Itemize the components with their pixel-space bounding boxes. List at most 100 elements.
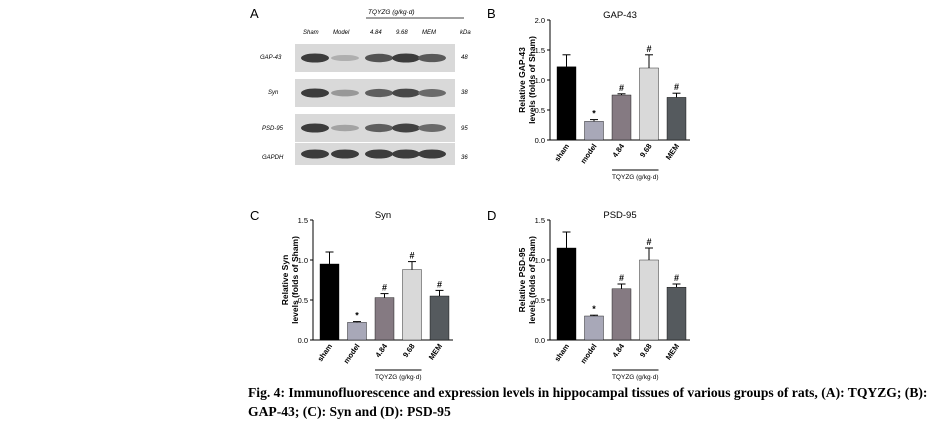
- x-tick-label: 4.84: [610, 341, 626, 359]
- bar: [666, 97, 687, 141]
- significance-mark: #: [646, 44, 651, 54]
- y-tick-label: 0.5: [298, 296, 308, 305]
- blot-row-label: PSD-95: [262, 126, 284, 132]
- y-tick-label: 0.5: [535, 296, 545, 305]
- y-axis-label: Relative Synlevels (folds of Sham): [280, 236, 300, 324]
- y-axis-label-line: levels (folds of Sham): [527, 236, 537, 324]
- bar: [611, 288, 632, 341]
- blot-band: [331, 149, 359, 159]
- significance-mark: #: [619, 83, 624, 93]
- y-axis-label: Relative GAP-43levels (folds of Sham): [517, 36, 537, 124]
- bar: [556, 66, 577, 141]
- chart-title: Syn: [375, 210, 391, 221]
- blot-row-label: GAP-43: [260, 55, 282, 61]
- x-tick-label: model: [579, 342, 599, 365]
- bar: [556, 247, 577, 341]
- y-tick-label: 1.5: [535, 46, 545, 55]
- blot-band: [365, 88, 393, 98]
- significance-mark: #: [619, 273, 624, 283]
- x-tick-label: 4.84: [610, 141, 626, 159]
- blot-band: [392, 53, 420, 63]
- chart-gap43: GAP-43 0.0 0.5 1.0 1.5 2.0 Relative GAP-43leve…: [517, 10, 690, 181]
- panel-b-letter: B: [487, 6, 496, 21]
- blot-band: [301, 88, 329, 98]
- significance-mark: #: [674, 273, 679, 283]
- group-label: TQYZG (g/kg·d): [375, 374, 422, 381]
- y-axis-label-line: Relative GAP-43: [517, 47, 527, 113]
- y-axis-label-line: Relative Syn: [280, 255, 290, 306]
- blot-band: [365, 149, 393, 159]
- y-tick-label: 2.0: [535, 16, 545, 25]
- bar: [319, 263, 340, 341]
- blot-band: [301, 149, 329, 159]
- significance-mark: *: [592, 109, 596, 119]
- blot-row-label: GAPDH: [262, 155, 284, 161]
- blot-band: [365, 123, 393, 133]
- y-tick-label: 1.0: [535, 76, 545, 85]
- panel-c-letter: C: [250, 208, 260, 223]
- chart-title: GAP-43: [603, 10, 637, 21]
- panel-d-letter: D: [487, 208, 497, 223]
- chart-psd95: PSD-95 0.0 0.5 1.0 1.5 Relative PSD-95levels …: [517, 210, 690, 381]
- lane-label-sham: Sham: [303, 30, 319, 36]
- bar: [429, 295, 450, 341]
- panel-a-letter: A: [250, 6, 259, 21]
- bar: [611, 94, 632, 141]
- blot-band: [331, 54, 359, 62]
- y-tick-label: 1.5: [535, 216, 545, 225]
- bar: [584, 315, 604, 341]
- bar: [584, 121, 604, 141]
- blot-band: [392, 123, 420, 133]
- x-tick-label: 9.68: [638, 342, 654, 359]
- blot-band: [418, 149, 446, 159]
- lane-label-model: Model: [333, 30, 350, 36]
- blot-band: [365, 53, 393, 63]
- significance-mark: *: [592, 304, 596, 314]
- kda-value: 38: [461, 90, 468, 96]
- bar: [347, 322, 367, 341]
- y-tick-label: 0.0: [298, 336, 308, 345]
- x-tick-label: MEM: [664, 342, 681, 361]
- y-axis-label-line: levels (folds of Sham): [527, 36, 537, 124]
- x-tick-label: 9.68: [401, 342, 417, 359]
- blot-group-line: [366, 17, 464, 19]
- kda-value: 95: [461, 126, 468, 132]
- y-tick-label: 1.5: [298, 216, 308, 225]
- chart-syn: Syn 0.0 0.5 1.0 1.5 Relative Synlevels (folds…: [280, 210, 453, 381]
- y-axis-label-line: Relative PSD-95: [517, 247, 527, 312]
- kda-value: 48: [461, 55, 468, 61]
- significance-mark: #: [409, 251, 414, 261]
- blot-band: [418, 124, 446, 132]
- lane-label-mem: MEM: [422, 30, 436, 36]
- x-tick-label: sham: [553, 142, 572, 163]
- blot-band: [392, 149, 420, 159]
- lane-label-low: 4.84: [370, 30, 382, 36]
- x-tick-label: sham: [316, 342, 335, 363]
- group-label: TQYZG (g/kg·d): [612, 174, 659, 181]
- y-axis-label: Relative PSD-95levels (folds of Sham): [517, 236, 537, 324]
- x-tick-label: MEM: [427, 342, 444, 361]
- kda-header: kDa: [460, 30, 471, 36]
- significance-mark: #: [382, 283, 387, 293]
- lane-label-high: 9.68: [396, 30, 408, 36]
- significance-mark: #: [437, 279, 442, 289]
- chart-title: PSD-95: [603, 210, 636, 221]
- kda-value: 36: [461, 155, 468, 161]
- figure-caption: Fig. 4: Immunofluorescence and expressio…: [248, 385, 928, 419]
- bar: [639, 67, 659, 141]
- blot-band: [392, 88, 420, 98]
- significance-mark: #: [646, 237, 651, 247]
- blot-band: [301, 123, 329, 133]
- y-tick-label: 0.5: [535, 106, 545, 115]
- x-tick-label: 4.84: [373, 341, 389, 359]
- significance-mark: *: [355, 311, 359, 321]
- bar: [374, 297, 395, 341]
- x-tick-label: sham: [553, 342, 572, 363]
- y-axis-label-line: levels (folds of Sham): [290, 236, 300, 324]
- x-tick-label: model: [342, 342, 362, 365]
- blot-row-label: Syn: [268, 90, 279, 96]
- x-tick-label: 9.68: [638, 142, 654, 159]
- bar: [639, 259, 659, 341]
- blot-band: [301, 53, 329, 63]
- y-tick-label: 0.0: [535, 136, 545, 145]
